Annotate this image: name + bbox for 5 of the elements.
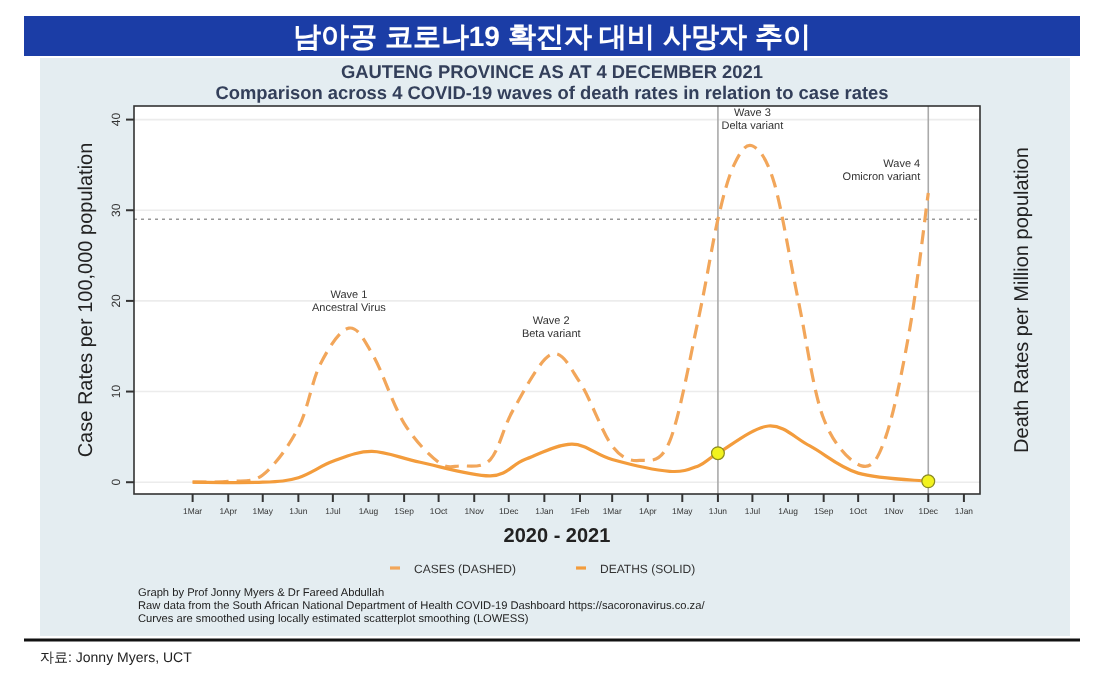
chart-subtitle: GAUTENG PROVINCE AS AT 4 DECEMBER 2021 Comparison across 4 COVID-19 waves of death rates in relation to case rates [215,62,889,104]
y2-axis-title: Death Rates per Million population [1012,147,1034,453]
chart-title: 남아공 코로나19 확진자 대비 사망자 추이 [292,20,812,52]
y-axis-title: Case Rates per 100,000 population [76,142,98,458]
x-axis-title: 2020 - 2021 [503,526,612,548]
